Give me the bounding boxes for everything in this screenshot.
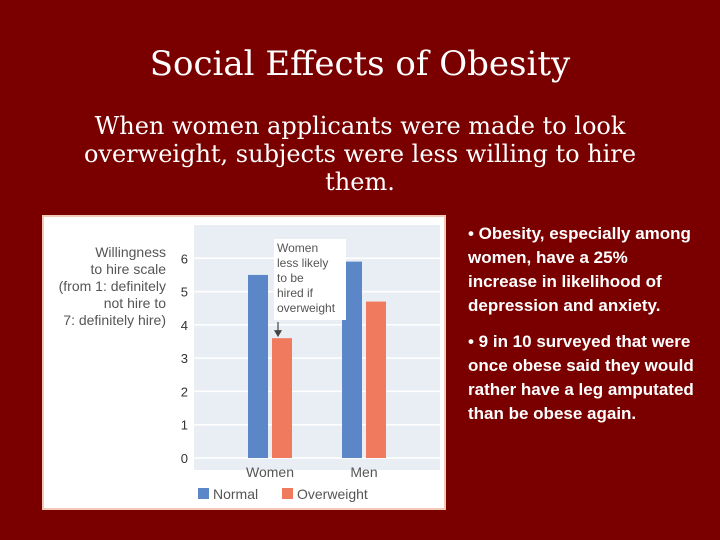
bullet-depression: • Obesity, especially among women, have … xyxy=(468,224,691,315)
bullet-list: • Obesity, especially among women, have … xyxy=(468,222,700,438)
chart-border xyxy=(42,215,446,510)
chart-panel: 0 1 2 3 4 5 6 Willingness to hire scale (from 1: … xyxy=(42,215,446,510)
legend-label-overweight: Overweight xyxy=(297,486,368,502)
y-tick-label: 3 xyxy=(181,351,188,366)
annotation-text: to be xyxy=(277,271,304,285)
slide-subtitle: When women applicants were made to look … xyxy=(83,112,637,196)
bar-normal-women xyxy=(248,274,268,458)
annotation-box xyxy=(274,239,346,320)
legend-swatch-normal xyxy=(198,488,209,499)
x-tick-label: Men xyxy=(350,464,377,480)
annotation-text: Women xyxy=(277,241,318,255)
slide-title: Social Effects of Obesity xyxy=(149,44,571,84)
legend-swatch-overweight xyxy=(282,488,293,499)
y-tick-label: 2 xyxy=(181,384,188,399)
bar-overweight-women xyxy=(272,338,292,458)
annotation-text: hired if xyxy=(277,286,314,300)
y-axis-label-line: not hire to xyxy=(104,295,166,311)
annotation-text: overweight xyxy=(277,301,336,315)
y-tick-label: 4 xyxy=(181,318,188,333)
y-axis-label-line: 7: definitely hire) xyxy=(63,312,166,328)
legend-label-normal: Normal xyxy=(213,486,258,502)
y-axis-label-line: to hire scale xyxy=(91,261,167,277)
y-tick-label: 0 xyxy=(181,451,188,466)
x-tick-label: Women xyxy=(246,464,294,480)
bar-normal-men xyxy=(342,261,362,458)
bullet-amputation: • 9 in 10 surveyed that were once obese … xyxy=(468,332,694,423)
y-tick-label: 6 xyxy=(181,251,188,266)
annotation-text: less likely xyxy=(277,256,328,270)
y-tick-label: 5 xyxy=(181,285,188,300)
y-tick-label: 1 xyxy=(181,418,188,433)
y-axis-label-line: Willingness xyxy=(95,244,166,260)
y-axis-label-line: (from 1: definitely xyxy=(59,278,166,294)
bar-overweight-men xyxy=(366,301,386,458)
annotation-arrowhead xyxy=(274,330,282,338)
